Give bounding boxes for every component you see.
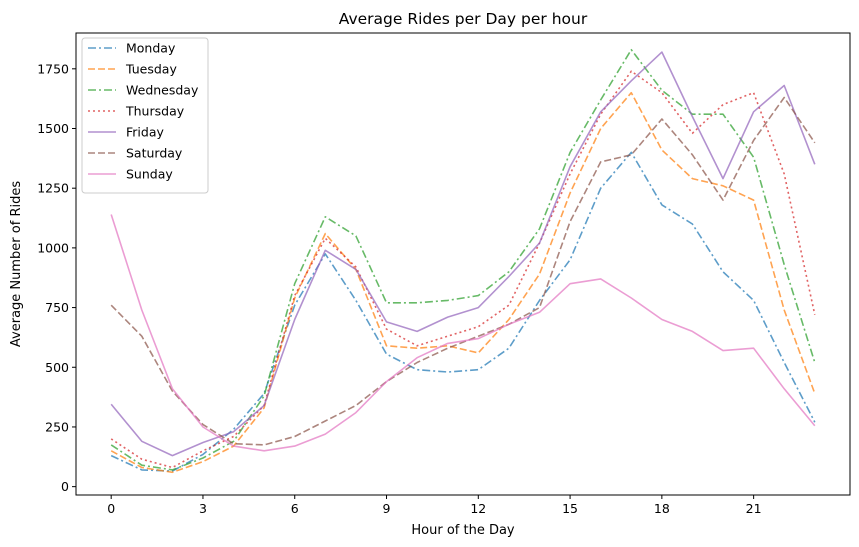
series-line-saturday xyxy=(110,96,816,446)
chart-title: Average Rides per Day per hour xyxy=(339,10,588,28)
legend-label-wednesday: Wednesday xyxy=(126,83,199,98)
legend-label-tuesday: Tuesday xyxy=(125,62,177,77)
y-tick-label: 750 xyxy=(45,300,69,315)
x-tick-label: 6 xyxy=(291,501,299,516)
legend: Monday Tuesday Wednesday Thursday Friday Satu… xyxy=(81,37,209,194)
x-tick-label: 0 xyxy=(107,501,115,516)
x-axis: 0 3 6 9 12 15 18 21 xyxy=(107,495,762,516)
series-line-sunday xyxy=(110,214,816,452)
series-line-friday xyxy=(110,51,816,457)
x-tick-label: 15 xyxy=(562,501,578,516)
legend-label-friday: Friday xyxy=(126,125,164,140)
series-line-tuesday xyxy=(110,91,816,474)
legend-label-sunday: Sunday xyxy=(126,167,173,182)
y-tick-label: 1750 xyxy=(37,61,69,76)
y-tick-label: 1250 xyxy=(37,181,69,196)
series-line-thursday xyxy=(110,70,816,469)
x-axis-title: Hour of the Day xyxy=(411,523,515,538)
y-tick-label: 1500 xyxy=(37,121,69,136)
x-tick-label: 9 xyxy=(383,501,391,516)
legend-box xyxy=(81,37,209,194)
x-tick-label: 18 xyxy=(654,501,670,516)
y-tick-label: 500 xyxy=(45,360,69,375)
series-lines xyxy=(110,48,816,474)
x-tick-label: 21 xyxy=(746,501,762,516)
y-tick-label: 250 xyxy=(45,419,69,434)
y-axis-title: Average Number of Rides xyxy=(9,181,24,347)
legend-label-saturday: Saturday xyxy=(126,146,183,161)
y-tick-label: 1000 xyxy=(37,240,69,255)
series-line-wednesday xyxy=(110,48,816,471)
legend-label-thursday: Thursday xyxy=(125,104,185,119)
x-tick-label: 12 xyxy=(470,501,486,516)
legend-label-monday: Monday xyxy=(126,41,176,56)
y-tick-label: 0 xyxy=(61,479,69,494)
plot-area xyxy=(75,32,851,496)
x-tick-label: 3 xyxy=(199,501,207,516)
y-axis: 0 250 500 750 1000 1250 1500 1750 xyxy=(37,61,76,494)
